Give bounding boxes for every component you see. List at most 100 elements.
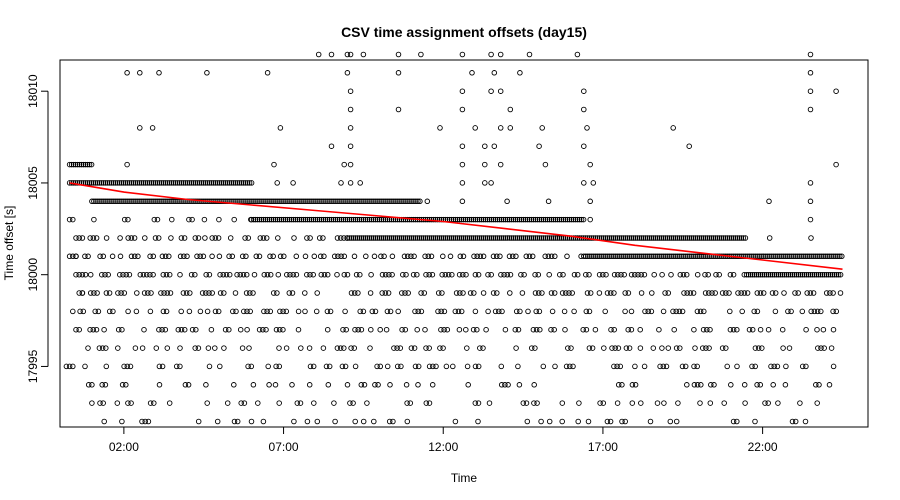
data-point	[785, 308, 791, 315]
data-point	[716, 235, 723, 241]
data-point	[89, 400, 95, 406]
data-point	[456, 271, 463, 278]
data-point	[526, 216, 533, 223]
data-point	[438, 326, 444, 333]
data-point	[837, 271, 844, 278]
data-point	[685, 253, 691, 260]
data-point	[128, 400, 134, 406]
data-point	[418, 308, 425, 315]
data-point	[219, 198, 225, 205]
data-point	[474, 216, 481, 223]
data-point	[202, 180, 209, 186]
data-point	[502, 216, 509, 223]
data-point	[765, 253, 771, 260]
data-point	[272, 382, 279, 388]
data-point	[813, 253, 819, 260]
data-point	[297, 198, 303, 205]
data-point	[165, 198, 171, 205]
data-point	[480, 290, 487, 296]
data-point	[361, 382, 368, 388]
data-point	[166, 180, 173, 186]
data-point	[629, 400, 636, 406]
data-point	[691, 326, 697, 333]
data-point	[752, 363, 758, 370]
data-point	[66, 363, 73, 370]
data-point	[552, 235, 559, 241]
data-point	[801, 271, 808, 278]
data-point	[645, 308, 651, 315]
data-point	[331, 400, 337, 406]
data-point	[159, 198, 165, 205]
data-point	[347, 88, 354, 94]
data-point	[641, 271, 648, 278]
data-point	[498, 235, 505, 241]
data-point	[604, 418, 611, 425]
data-point	[340, 326, 346, 333]
data-point	[240, 180, 247, 186]
data-point	[486, 400, 493, 406]
data-point	[578, 253, 584, 260]
data-point	[315, 198, 321, 205]
data-point	[528, 345, 535, 351]
data-point	[177, 271, 183, 278]
data-point	[404, 253, 411, 260]
data-point	[105, 198, 111, 205]
data-point	[258, 216, 265, 223]
data-point	[490, 253, 497, 260]
data-point	[592, 326, 599, 333]
data-point	[542, 161, 549, 168]
y-axis-label: Time offset [s]	[2, 206, 16, 281]
data-point	[754, 290, 761, 296]
data-point	[456, 326, 463, 333]
data-point	[278, 216, 285, 223]
data-point	[526, 253, 533, 260]
data-point	[759, 253, 765, 260]
data-point	[175, 326, 182, 333]
data-point	[293, 253, 300, 260]
data-point	[177, 363, 183, 370]
data-point	[319, 198, 325, 205]
data-point	[442, 271, 449, 278]
data-point	[292, 216, 299, 223]
data-point	[474, 235, 481, 241]
data-point	[774, 363, 781, 370]
data-point	[673, 345, 680, 351]
data-point	[130, 180, 137, 186]
data-point	[114, 400, 121, 406]
data-point	[491, 70, 498, 76]
data-point	[772, 308, 779, 315]
data-point	[85, 345, 91, 351]
data-point	[536, 143, 542, 149]
data-point	[298, 216, 305, 223]
data-point	[629, 253, 635, 260]
data-point	[671, 253, 677, 260]
data-point	[753, 271, 760, 278]
data-point	[209, 235, 215, 241]
data-point	[769, 290, 776, 296]
data-point	[91, 198, 97, 205]
data-point	[443, 363, 450, 370]
data-point	[799, 271, 806, 278]
data-point	[203, 290, 209, 296]
data-point	[371, 198, 377, 205]
data-point	[237, 326, 244, 333]
data-point	[395, 198, 401, 205]
data-point	[539, 125, 545, 131]
data-point	[277, 253, 284, 260]
data-point	[176, 180, 183, 186]
data-point	[374, 216, 381, 223]
data-point	[158, 290, 164, 296]
data-point	[670, 308, 676, 315]
data-point	[471, 253, 477, 260]
data-point	[480, 216, 487, 223]
data-point	[510, 216, 517, 223]
data-point	[550, 235, 557, 241]
data-point	[835, 253, 841, 260]
data-point	[654, 235, 661, 241]
data-point	[769, 253, 775, 260]
data-point	[409, 198, 415, 205]
data-point	[260, 235, 267, 241]
data-point	[169, 198, 175, 205]
data-point	[456, 235, 463, 241]
data-point	[153, 198, 159, 205]
